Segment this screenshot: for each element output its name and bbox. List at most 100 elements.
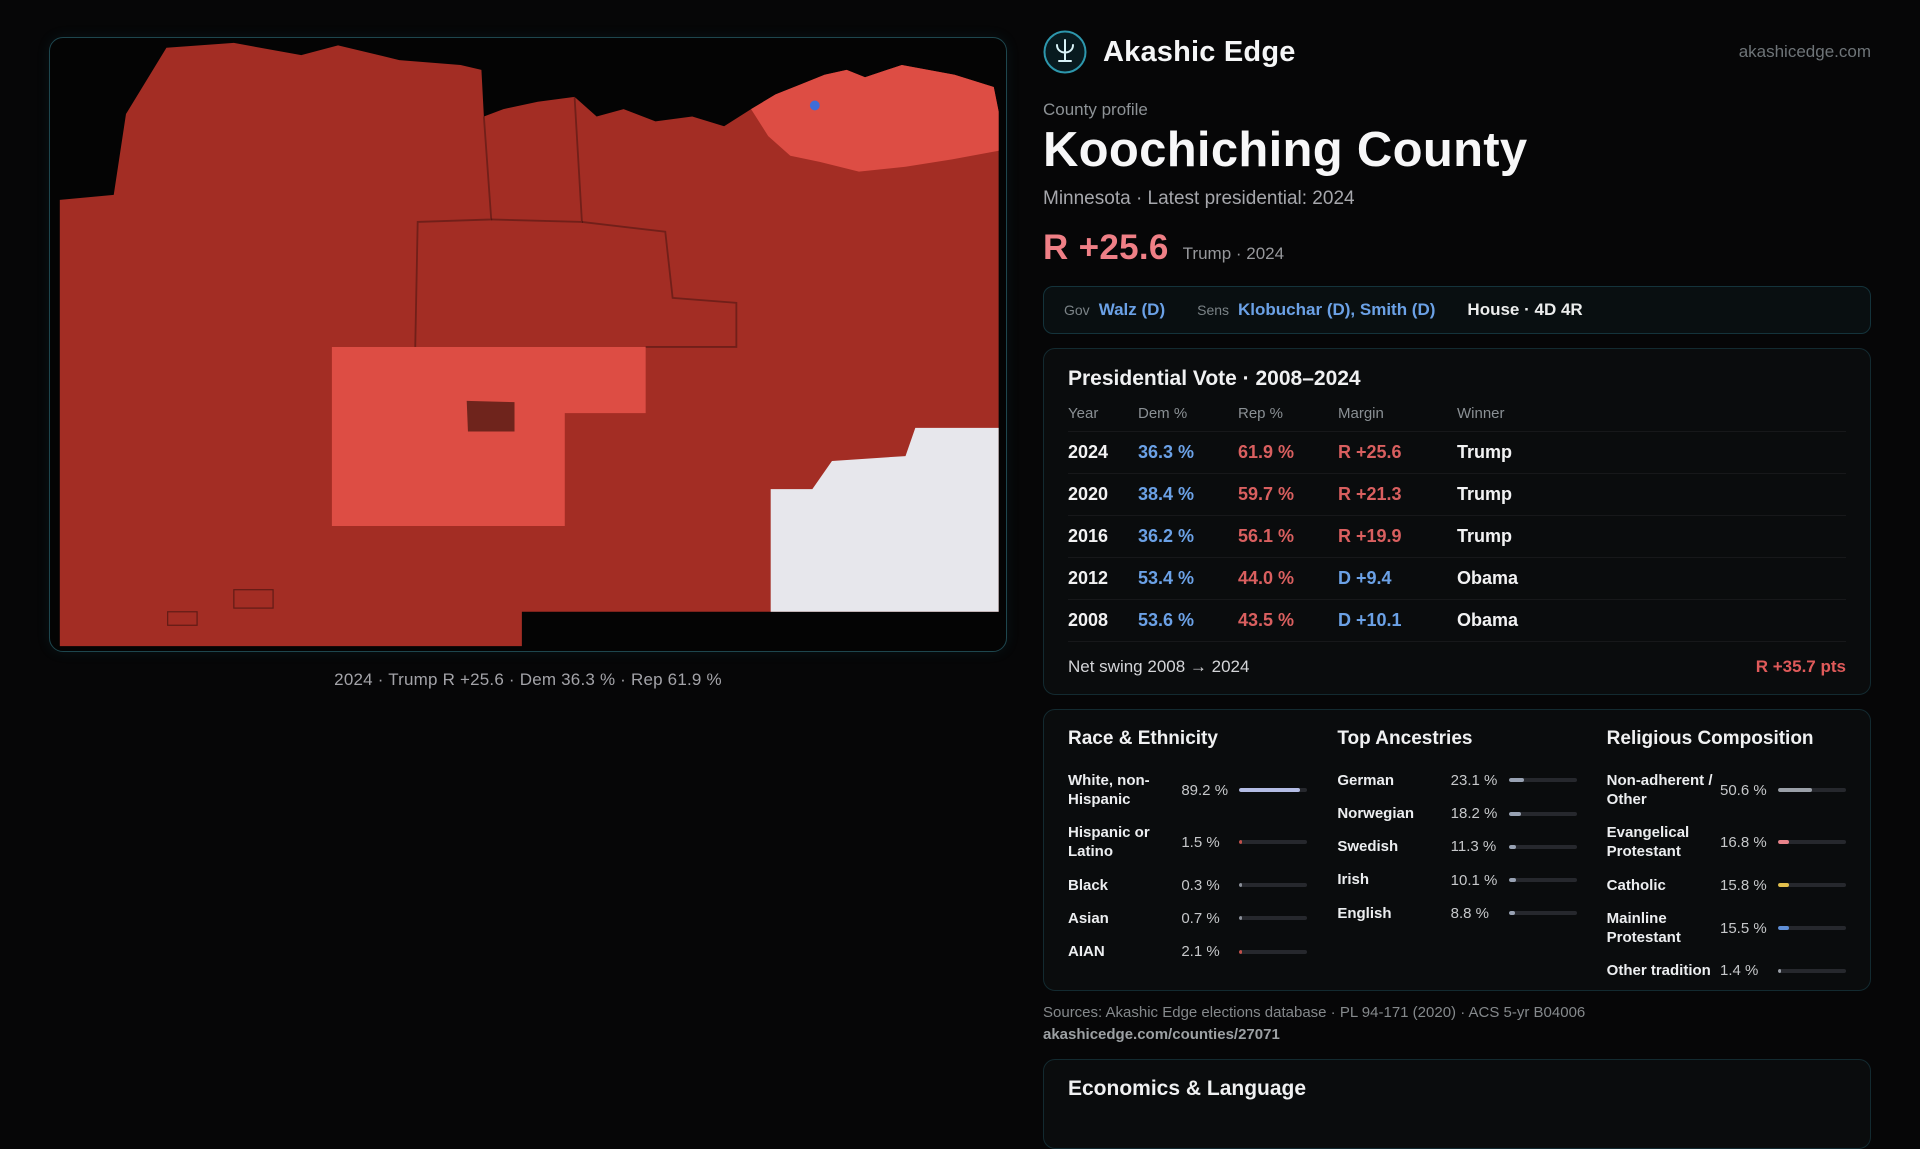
map-region-north-strip[interactable]	[751, 64, 999, 172]
demo-bar	[1777, 968, 1846, 973]
demo-row: Norwegian 18.2 %	[1337, 797, 1577, 830]
county-permalink[interactable]: akashicedge.com/counties/27071	[1043, 1025, 1280, 1043]
cell-dem: 36.2 %	[1138, 514, 1238, 558]
demo-bar	[1777, 926, 1846, 931]
demo-value: 18.2 %	[1450, 805, 1498, 823]
demo-row: Non-adherent / Other 50.6 %	[1607, 764, 1846, 816]
demo-label: Other tradition	[1606, 962, 1711, 980]
demo-row: Black 0.3 %	[1068, 869, 1308, 902]
demo-row: Other tradition 1.4 %	[1607, 954, 1846, 987]
house-delegation: House · 4D 4R	[1467, 299, 1583, 319]
cell-winner: Trump	[1457, 430, 1846, 474]
demo-row: Evangelical Protestant 16.8 %	[1607, 816, 1846, 868]
brand-domain-link[interactable]: akashicedge.com	[1738, 42, 1871, 61]
cell-margin: D +9.4	[1338, 556, 1457, 600]
cell-winner: Trump	[1457, 472, 1846, 516]
demo-bar	[1777, 840, 1846, 845]
map-boundary-line	[491, 96, 583, 223]
demo-row: Hispanic or Latino 1.5 %	[1068, 816, 1308, 868]
profile-panel: Akashic Edge akashicedge.com County prof…	[1043, 30, 1871, 1149]
net-swing-value: R +35.7 pts	[1755, 656, 1846, 676]
headline-note: Trump · 2024	[1182, 243, 1285, 263]
cell-rep: 56.1 %	[1238, 514, 1338, 558]
map-city-dot[interactable]	[809, 100, 820, 111]
demo-value: 89.2 %	[1181, 781, 1229, 799]
demo-label: Mainline Protestant	[1606, 909, 1681, 947]
demo-label: Irish	[1337, 871, 1370, 889]
map-region-patch[interactable]	[466, 400, 515, 432]
ancestries-column: Top Ancestries German 23.1 % Norwegian 1…	[1337, 727, 1577, 972]
demo-row: AIAN 2.1 %	[1068, 935, 1308, 968]
map-region-southeast[interactable]	[770, 427, 999, 612]
demo-bar	[1777, 788, 1846, 793]
senators-group: Sens Klobuchar (D), Smith (D)	[1197, 300, 1435, 320]
cell-dem: 53.4 %	[1138, 556, 1238, 600]
table-row: 2012 53.4 % 44.0 % D +9.4 Obama	[1068, 556, 1846, 600]
demo-label: German	[1337, 771, 1395, 789]
cell-dem: 36.3 %	[1138, 430, 1238, 474]
demo-value: 10.1 %	[1450, 871, 1498, 889]
demo-bar	[1508, 911, 1577, 916]
demo-row: Catholic 15.8 %	[1607, 869, 1846, 902]
demo-label: Asian	[1068, 909, 1109, 927]
demo-bar	[1508, 778, 1577, 783]
demo-bar	[1239, 788, 1308, 793]
map-caption: 2024 · Trump R +25.6 · Dem 36.3 % · Rep …	[334, 670, 722, 689]
demo-value: 15.8 %	[1719, 876, 1767, 894]
akashic-edge-logo[interactable]	[1043, 30, 1087, 74]
col-dem: Dem %	[1138, 404, 1188, 422]
map-township-outline	[167, 611, 198, 626]
demo-bar	[1239, 949, 1308, 954]
demo-value: 11.3 %	[1450, 838, 1497, 856]
county-map[interactable]	[50, 38, 1006, 651]
economics-card: Economics & Language	[1043, 1059, 1871, 1149]
cell-rep: 43.5 %	[1238, 598, 1338, 641]
cell-year: 2016	[1068, 514, 1138, 558]
col-rep: Rep %	[1238, 404, 1284, 422]
religion-column: Religious Composition Non-adherent / Oth…	[1606, 727, 1846, 979]
demo-value: 16.8 %	[1719, 833, 1767, 851]
demo-value: 1.4 %	[1719, 962, 1759, 980]
governor-link[interactable]: Walz (D)	[1098, 299, 1166, 319]
demo-label: Swedish	[1337, 838, 1399, 856]
demo-label: Norwegian	[1337, 805, 1415, 823]
demo-value: 1.5 %	[1181, 833, 1220, 851]
map-township-outline	[233, 589, 274, 609]
demo-value: 8.8 %	[1450, 904, 1490, 922]
demo-row: Mainline Protestant 15.5 %	[1607, 902, 1846, 954]
page-title: Koochiching County	[1043, 123, 1528, 177]
demo-value: 0.3 %	[1181, 876, 1220, 894]
ancestries-title: Top Ancestries	[1337, 727, 1473, 749]
officials-bar: Gov Walz (D) Sens Klobuchar (D), Smith (…	[1043, 285, 1871, 334]
demo-value: 0.7 %	[1181, 909, 1220, 927]
cell-margin: D +10.1	[1338, 598, 1457, 641]
demo-label: Evangelical Protestant	[1606, 824, 1690, 861]
cell-margin: R +19.9	[1338, 514, 1457, 558]
table-row: 2008 53.6 % 43.5 % D +10.1 Obama	[1068, 598, 1846, 641]
headline-margin: R +25.6	[1043, 227, 1169, 267]
demo-label: Catholic	[1606, 876, 1666, 894]
cell-margin: R +25.6	[1338, 430, 1457, 474]
demo-bar	[1239, 916, 1308, 921]
county-map-card	[49, 37, 1007, 652]
header: Akashic Edge akashicedge.com	[1043, 30, 1871, 74]
map-boundary-line	[581, 220, 738, 348]
col-winner: Winner	[1457, 404, 1505, 422]
demo-label: Hispanic or Latino	[1068, 824, 1150, 861]
religion-title: Religious Composition	[1606, 727, 1814, 749]
cell-winner: Obama	[1457, 598, 1846, 641]
demo-label: AIAN	[1068, 943, 1105, 961]
cell-winner: Obama	[1457, 556, 1846, 600]
sources: Sources: Akashic Edge elections database…	[1043, 1002, 1871, 1046]
demo-bar	[1239, 840, 1308, 845]
economics-title: Economics & Language	[1068, 1077, 1307, 1101]
senators-link[interactable]: Klobuchar (D), Smith (D)	[1238, 299, 1436, 319]
map-region-base[interactable]	[59, 42, 999, 647]
col-year: Year	[1068, 404, 1099, 422]
demo-bar	[1239, 883, 1308, 888]
governor-group: Gov Walz (D)	[1064, 300, 1165, 320]
demo-bar	[1508, 811, 1577, 816]
presidential-vote-card: Presidential Vote · 2008–2024 Year Dem %…	[1043, 347, 1871, 695]
table-header-row: Year Dem % Rep % Margin Winner	[1068, 399, 1846, 432]
map-region-central[interactable]	[331, 346, 646, 526]
